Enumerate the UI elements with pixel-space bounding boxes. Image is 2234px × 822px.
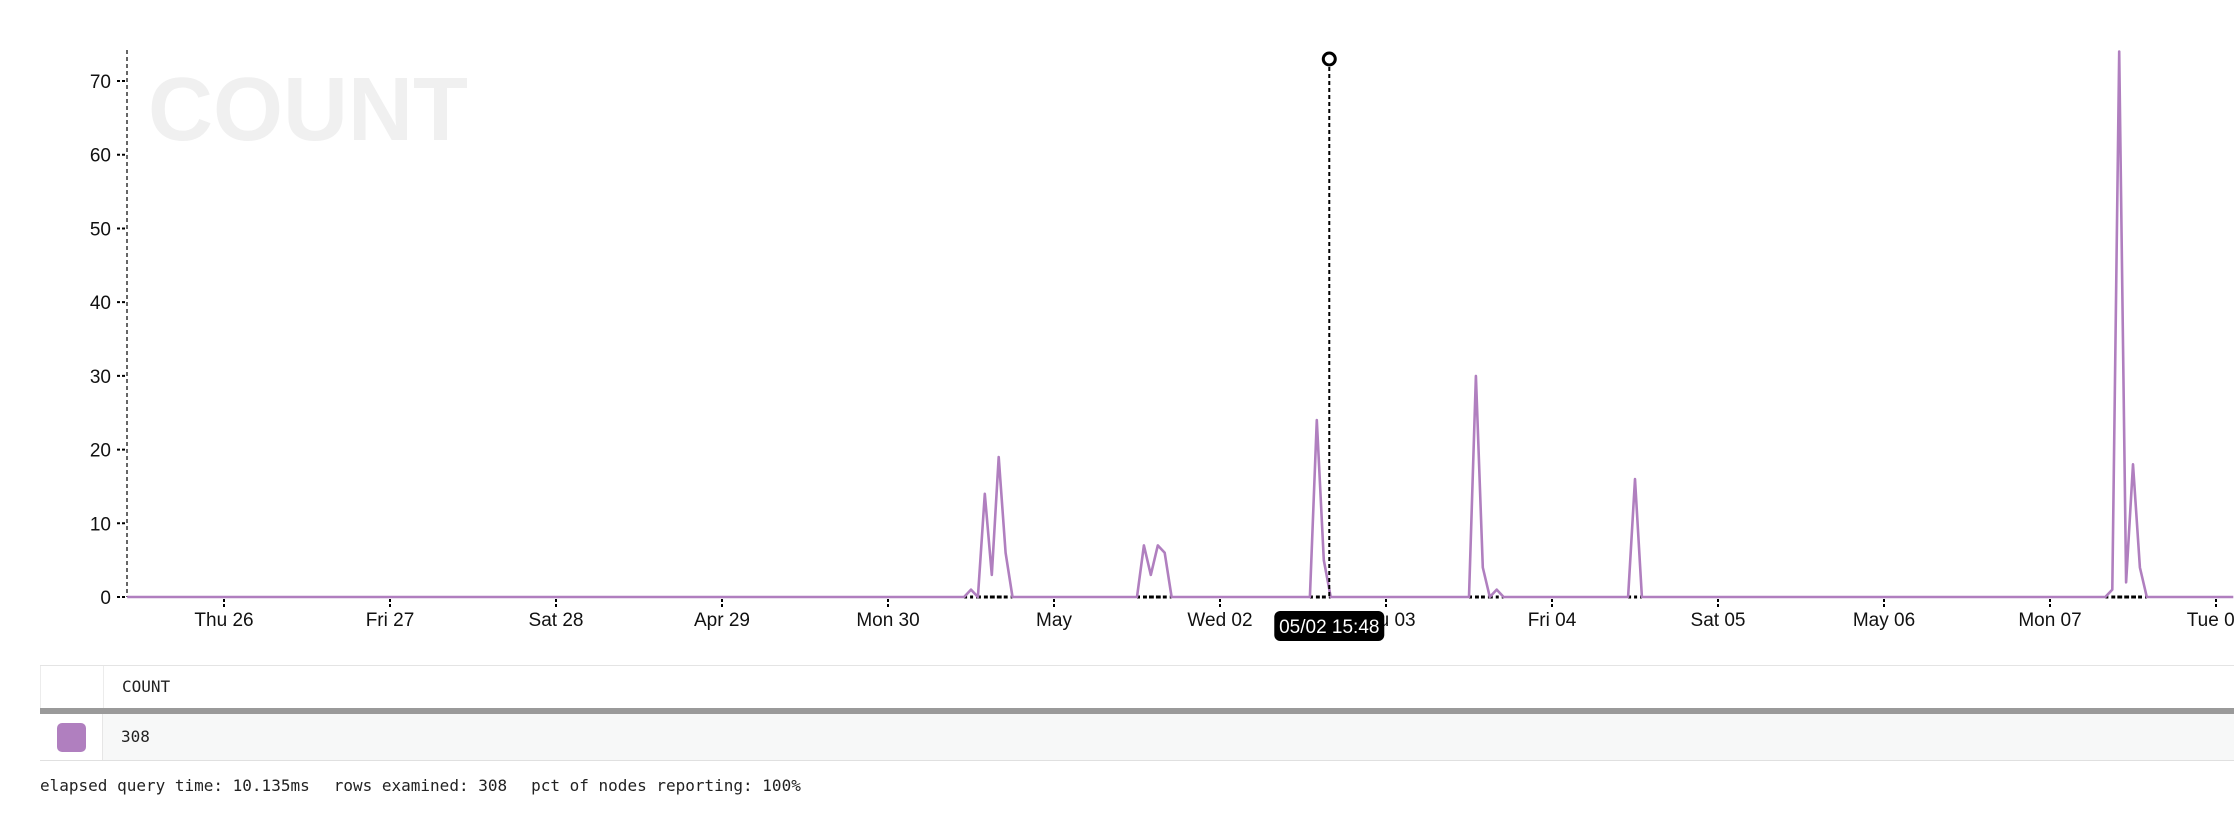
x-tick-label: Wed 02 xyxy=(1187,610,1252,631)
chart-watermark-title: COUNT xyxy=(148,60,468,160)
x-tick-label: Apr 29 xyxy=(694,610,750,631)
x-tick-label: May 06 xyxy=(1853,610,1915,631)
y-tick-label: 20 xyxy=(90,441,111,462)
x-tick-label: Thu 26 xyxy=(194,610,253,631)
query-stats: elapsed query time: 10.135ms rows examine… xyxy=(40,776,825,795)
y-tick-label: 0 xyxy=(100,588,111,609)
y-axis: 0 10 20 30 40 50 60 70 xyxy=(90,50,128,609)
time-cursor[interactable]: 05/02 15:48 xyxy=(1274,51,1385,641)
column-header-count[interactable]: COUNT xyxy=(122,677,171,696)
table-row[interactable]: 308 xyxy=(40,714,2234,761)
x-tick-label: Sat 05 xyxy=(1691,610,1746,631)
legend-column-header xyxy=(40,666,104,708)
table-header-row: COUNT xyxy=(40,665,2234,714)
x-axis: Thu 26 Fri 27 Sat 28 Apr 29 Mon 30 May Wed 02 T… xyxy=(194,599,2234,631)
elapsed-query-time: elapsed query time: 10.135ms xyxy=(40,776,310,795)
x-tick-label: May xyxy=(1036,610,1072,631)
y-tick-label: 60 xyxy=(90,146,111,167)
x-tick-label: Tue 08 xyxy=(2187,610,2234,631)
pct-nodes-reporting: pct of nodes reporting: 100% xyxy=(531,776,801,795)
y-tick-label: 30 xyxy=(90,367,111,388)
count-line-chart[interactable]: COUNT 0 10 20 30 40 50 60 70 Thu 26 Fri 27 Sat 28… xyxy=(0,0,2234,650)
y-tick-label: 10 xyxy=(90,514,111,535)
cursor-handle-icon[interactable] xyxy=(1321,51,1337,67)
series-line[interactable] xyxy=(127,50,2234,599)
cursor-time-label: 05/02 15:48 xyxy=(1279,617,1379,638)
y-tick-label: 70 xyxy=(90,72,111,93)
x-tick-label: Mon 30 xyxy=(856,610,919,631)
x-tick-label: Sat 28 xyxy=(529,610,584,631)
x-tick-label: Mon 07 xyxy=(2018,610,2081,631)
cursor-time-label-bg xyxy=(1274,611,1385,641)
rows-examined: rows examined: 308 xyxy=(333,776,508,795)
x-tick-label: Fri 04 xyxy=(1528,610,1577,631)
series-color-swatch[interactable] xyxy=(56,722,86,752)
y-tick-label: 40 xyxy=(90,293,111,314)
legend-cell xyxy=(40,714,103,760)
x-tick-label: Fri 27 xyxy=(366,610,415,631)
series-marks xyxy=(127,50,2234,599)
results-table: COUNT 308 xyxy=(40,665,2234,761)
count-value: 308 xyxy=(121,727,150,746)
y-tick-label: 50 xyxy=(90,219,111,240)
